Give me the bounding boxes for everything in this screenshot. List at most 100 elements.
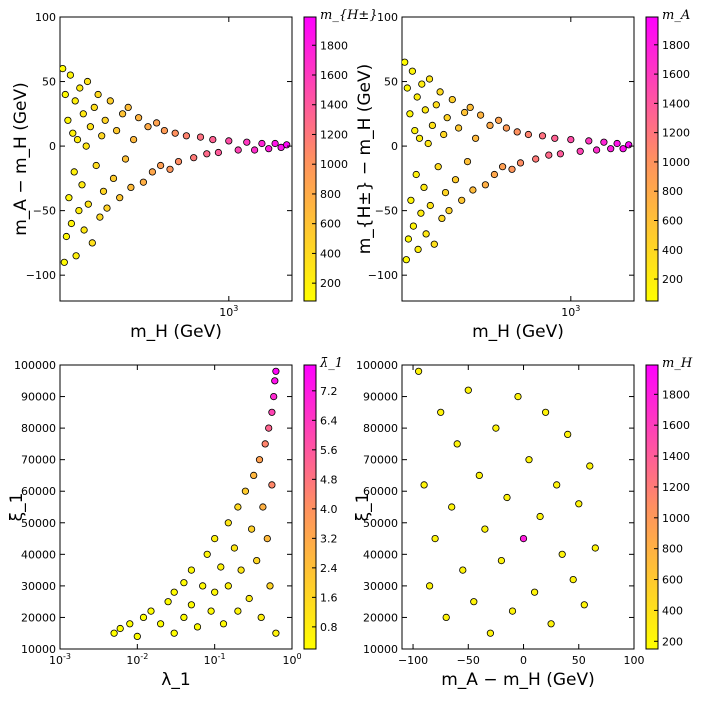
scatter-point — [268, 481, 276, 489]
y-tick-label: 0 — [49, 140, 56, 153]
scatter-point — [470, 598, 478, 606]
y-tick-label: 20000 — [21, 611, 56, 624]
scatter-point — [490, 170, 498, 179]
scatter-point — [625, 141, 633, 149]
y-tick-label: 30000 — [363, 580, 398, 593]
x-tick-label: 10-2 — [126, 652, 148, 667]
x-axis-label: λ_1 — [161, 670, 190, 690]
scatter-points — [402, 58, 633, 264]
colorbar-tick-label: 600 — [662, 574, 683, 587]
scatter-point — [76, 84, 84, 92]
scatter-points — [414, 367, 599, 637]
scatter-point — [530, 588, 539, 596]
scatter-point — [180, 613, 188, 622]
scatter-point — [567, 136, 575, 144]
scatter-point — [133, 632, 141, 641]
scatter-point — [266, 582, 274, 590]
chart-panel-bottom-right: −100 −50 0 50 100 100000 90000 80000 70000 60000 5… — [353, 356, 693, 690]
y-tick-label: 100000 — [14, 359, 56, 372]
scatter-point — [412, 170, 420, 179]
scatter-point — [60, 65, 67, 73]
scatter-point — [575, 500, 583, 508]
scatter-point — [607, 145, 615, 153]
scatter-point — [420, 183, 428, 191]
y-axis-label: ξ_1 — [353, 493, 373, 522]
colorbar-tick-label: 3.2 — [320, 532, 338, 545]
y-tick-label: −100 — [26, 269, 56, 282]
scatter-point — [409, 222, 417, 230]
scatter-point — [135, 114, 143, 122]
colorbar-tick-label: 1600 — [662, 68, 690, 81]
chart-panel-bottom-left: 10-3 10-2 10-1 100 100000 90000 80000 70000 6000… — [7, 356, 343, 690]
scatter-point — [171, 129, 179, 137]
scatter-point — [234, 146, 242, 154]
scatter-point — [514, 392, 522, 401]
y-tick-label: 50 — [384, 76, 398, 89]
scatter-point — [541, 408, 550, 416]
colorbar-tick-label: 200 — [662, 635, 683, 648]
x-tick-label: −100 — [398, 654, 428, 667]
scatter-point — [440, 130, 448, 139]
scatter-point — [442, 613, 450, 622]
scatter-point — [83, 77, 92, 86]
colorbar-tick-label: 5.6 — [320, 444, 338, 457]
scatter-point — [60, 258, 68, 266]
scatter-point — [248, 525, 256, 533]
scatter-point — [283, 141, 291, 149]
scatter-point — [420, 481, 428, 489]
scatter-point — [613, 139, 621, 148]
scatter-point — [458, 196, 466, 204]
scatter-point — [431, 534, 439, 543]
scatter-point — [203, 550, 211, 558]
scatter-point — [402, 58, 409, 66]
y-tick-label: 70000 — [363, 454, 398, 467]
scatter-point — [422, 230, 430, 238]
scatter-point — [524, 130, 533, 139]
scatter-point — [476, 111, 485, 119]
scatter-point — [558, 550, 566, 558]
scatter-point — [199, 582, 207, 590]
scatter-point — [251, 146, 259, 154]
scatter-point — [157, 161, 165, 170]
y-tick-label: 10000 — [21, 643, 56, 656]
scatter-point — [272, 629, 280, 637]
scatter-point — [441, 189, 450, 197]
scatter-point — [207, 607, 215, 615]
scatter-point — [230, 544, 238, 552]
y-tick-label: 20000 — [363, 611, 398, 624]
colorbar-tick-label: 800 — [662, 543, 683, 556]
scatter-point — [428, 121, 436, 130]
scatter-point — [180, 579, 188, 587]
scatter-point — [98, 132, 106, 140]
x-tick-label: 10-3 — [49, 652, 71, 667]
scatter-point — [160, 127, 168, 135]
colorbar-tick-label: 800 — [662, 185, 683, 198]
colorbar-tick-label: 800 — [320, 188, 341, 201]
scatter-point — [153, 119, 161, 127]
scatter-point — [187, 601, 195, 609]
x-tick-label: −50 — [457, 654, 480, 667]
scatter-point — [417, 209, 425, 217]
scatter-point — [414, 367, 423, 375]
y-tick-label: 10000 — [363, 643, 398, 656]
scatter-point — [196, 133, 205, 141]
y-tick-label: 0 — [391, 140, 398, 153]
scatter-point — [211, 588, 219, 596]
scatter-point — [425, 75, 434, 83]
scatter-point — [463, 158, 472, 166]
colorbar-tick-label: 4.8 — [320, 473, 338, 486]
plot-area — [401, 16, 635, 302]
x-tick-label: 100 — [624, 654, 645, 667]
colorbar-tick-label: 200 — [662, 273, 683, 286]
scatter-point — [411, 127, 419, 135]
scatter-point — [261, 440, 269, 448]
scatter-point — [532, 155, 540, 163]
scatter-point — [64, 116, 72, 124]
scatter-point — [90, 103, 98, 112]
scatter-point — [418, 80, 426, 88]
scatter-point — [424, 139, 432, 148]
scatter-point — [492, 424, 500, 432]
scatter-point — [237, 566, 245, 574]
scatter-point — [193, 623, 202, 631]
scatter-point — [234, 607, 242, 615]
